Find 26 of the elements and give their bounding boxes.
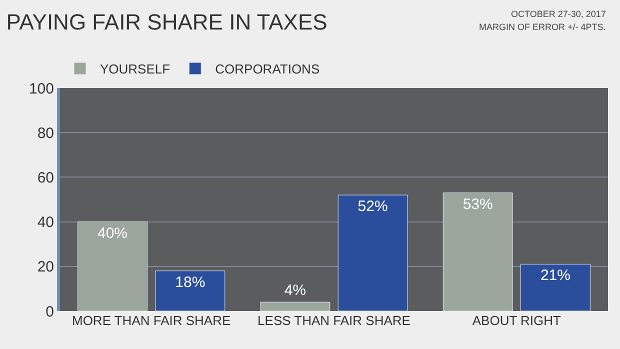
y-tick-label: 40 [37,214,54,232]
bar [260,302,330,311]
bar [78,222,148,311]
bar [338,194,408,311]
y-tick-label: 20 [37,258,54,276]
y-tick-label: 60 [37,169,54,186]
data-label: 18% [175,274,206,291]
text: MARGIN OF ERROR +/- 4PTS. [479,22,606,32]
bar [155,270,226,311]
x-tick-label: LESS THAN FAIR SHARE [258,313,411,328]
data-label: 21% [540,267,570,284]
data-label: 53% [462,196,493,213]
x-tick-label: ABOUT RIGHT [472,313,562,328]
legend-label: CORPORATIONS [215,62,320,77]
data-label: 4% [284,282,306,300]
text: OCTOBER 27-30, 2017 [511,9,606,19]
y-tick-label: 100 [28,80,54,98]
data-label: 52% [358,198,388,216]
chart-title: PAYING FAIR SHARE IN TAXES [6,9,328,34]
x-tick-label: MORE THAN FAIR SHARE [72,313,231,328]
y-tick-label: 80 [37,124,54,142]
bar [442,192,513,311]
y-tick-label: 0 [46,303,54,320]
bar [520,264,590,311]
data-label: 40% [98,224,128,242]
legend-label: YOURSELF [100,62,170,77]
